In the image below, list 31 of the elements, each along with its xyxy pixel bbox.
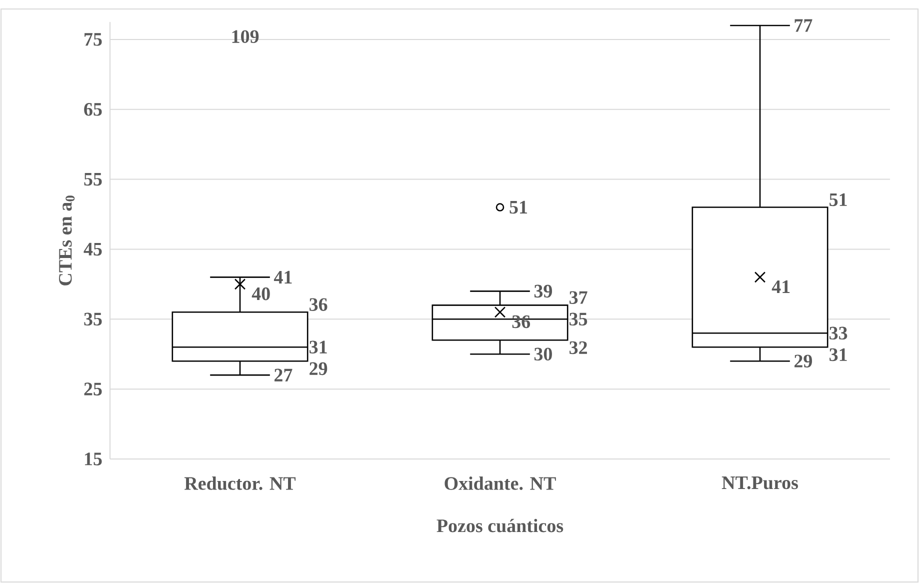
x-tick-label: Reductor. NT xyxy=(184,476,296,490)
annotation: 37 xyxy=(570,291,588,304)
y-tick-label: 75 xyxy=(84,33,102,46)
annotation: 27 xyxy=(274,368,292,382)
y-tick-label: 25 xyxy=(84,382,102,396)
annotation: 31 xyxy=(830,348,847,362)
x-tick-label: NT.Puros xyxy=(722,476,798,490)
annotation: 35 xyxy=(570,312,588,326)
y-tick-label: 55 xyxy=(84,173,102,186)
annotation: 36 xyxy=(310,298,328,311)
annotation: 40 xyxy=(252,287,270,300)
y-tick-label: 45 xyxy=(84,242,102,256)
annotation: 109 xyxy=(232,30,259,44)
y-tick-label: 15 xyxy=(84,452,102,466)
annotation: 32 xyxy=(570,341,587,354)
annotation: 30 xyxy=(534,348,552,361)
x-tick-label: Oxidante. NT xyxy=(444,476,556,490)
annotation: 39 xyxy=(534,284,552,298)
y-tick-label: 65 xyxy=(84,103,102,116)
x-axis-title: Pozos cuánticos xyxy=(436,518,564,532)
annotation: 29 xyxy=(794,354,812,368)
annotation: 41 xyxy=(772,280,790,293)
annotation: 33 xyxy=(830,326,848,340)
annotation: 41 xyxy=(274,270,292,284)
annotation: 51 xyxy=(510,200,528,214)
annotation: 29 xyxy=(310,362,328,376)
y-axis-title: CTEs en a$_{0}$ xyxy=(59,196,75,286)
y-tick-label: 35 xyxy=(84,312,102,326)
annotation: 31 xyxy=(310,340,327,354)
annotation: 77 xyxy=(794,19,812,32)
annotation: 51 xyxy=(830,193,847,206)
